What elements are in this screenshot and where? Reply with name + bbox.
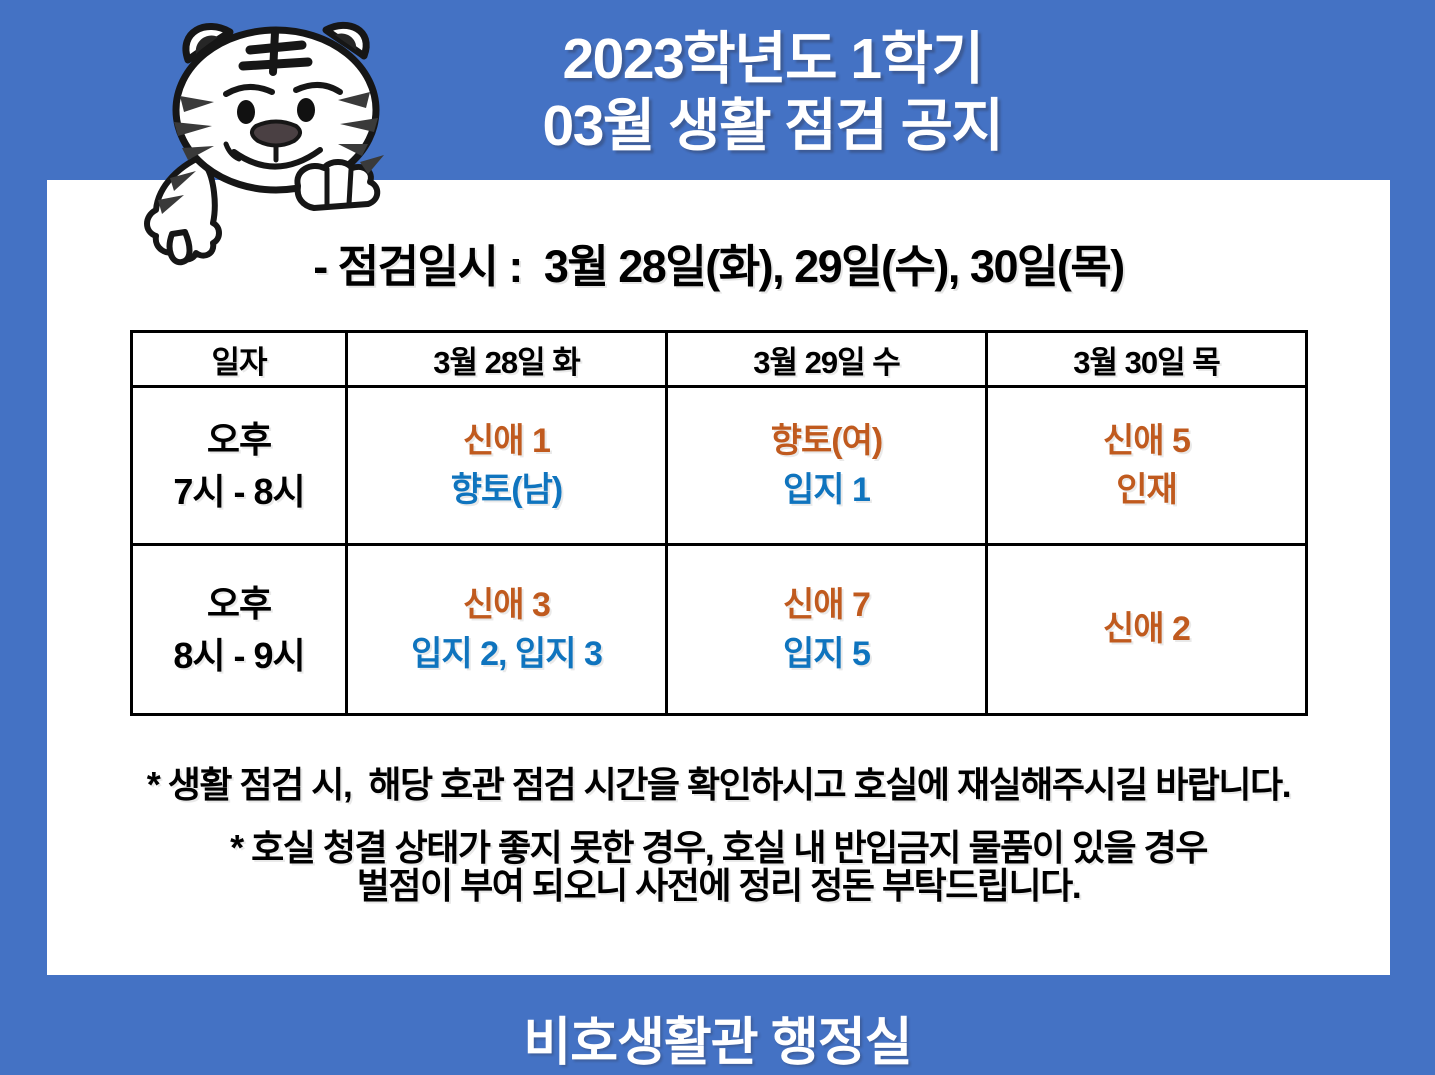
time-slot-line: 오후: [206, 583, 272, 625]
dorm-building-label: 신애 1: [463, 422, 551, 461]
dorm-building-label: 신애 7: [783, 586, 871, 625]
note-line: 벌점이 부여 되오니 사전에 정리 정돈 부탁드립니다.: [356, 865, 1082, 906]
dorm-building-label: 입지 1: [783, 470, 871, 509]
column-header: 3월 28일 화: [345, 330, 668, 388]
page-title: 2023학년도 1학기 03월 생활 점검 공지: [0, 26, 1435, 160]
dorm-building-label: 신애 5: [1103, 422, 1191, 461]
title-line-1: 2023학년도 1학기: [562, 27, 984, 91]
dorm-building-label: 신애 3: [463, 586, 551, 625]
dorm-building-label: 향토(남): [450, 470, 563, 509]
dorm-building-label: 입지 2, 입지 3: [411, 634, 603, 673]
column-header: 3월 30일 목: [985, 330, 1308, 388]
tiger-head: [172, 21, 380, 194]
column-header: 3월 29일 수: [665, 330, 988, 388]
content-card: - 점검일시 : 3월 28일(화), 29일(수), 30일(목) 일자 3월 …: [47, 180, 1390, 975]
schedule-cell: 신애 5 인재: [985, 385, 1308, 546]
tiger-left-paw: [144, 151, 222, 266]
column-header: 일자: [130, 330, 348, 388]
note-line: * 호실 청결 상태가 좋지 못한 경우, 호실 내 반입금지 물품이 있을 경…: [230, 827, 1208, 868]
schedule-cell: 신애 7 입지 5: [665, 543, 988, 716]
schedule-cell: 신애 2: [985, 543, 1308, 716]
title-line-2: 03월 생활 점검 공지: [542, 94, 1005, 158]
schedule-cell: 향토(여) 입지 1: [665, 385, 988, 546]
time-slot-line: 오후: [206, 419, 272, 461]
schedule-row: 오후 7시 - 8시 신애 1 향토(남) 향토(여) 입지 1 신애 5 인재: [130, 385, 1308, 546]
schedule-header-row: 일자 3월 28일 화 3월 29일 수 3월 30일 목: [130, 330, 1308, 388]
time-slot-line: 8시 - 9시: [173, 634, 305, 676]
dorm-building-label: 향토(여): [770, 422, 883, 461]
dorm-building-label: 신애 2: [1103, 610, 1191, 649]
note-line: * 생활 점검 시, 해당 호관 점검 시간을 확인하시고 호실에 재실해주시길…: [146, 764, 1292, 805]
inspection-schedule-table: 일자 3월 28일 화 3월 29일 수 3월 30일 목 오후 7시 - 8시 신애 1…: [130, 330, 1308, 716]
dorm-building-label: 인재: [1116, 470, 1178, 509]
time-slot-cell: 오후 7시 - 8시: [130, 385, 348, 546]
time-slot-line: 7시 - 8시: [173, 470, 305, 512]
footer-signature: 비호생활관 행정실: [523, 1014, 912, 1072]
time-slot-cell: 오후 8시 - 9시: [130, 543, 348, 716]
dorm-building-label: 입지 5: [783, 634, 871, 673]
schedule-cell: 신애 3 입지 2, 입지 3: [345, 543, 668, 716]
note-paragraph: * 생활 점검 시, 해당 호관 점검 시간을 확인하시고 호실에 재실해주시길…: [47, 766, 1390, 804]
schedule-cell: 신애 1 향토(남): [345, 385, 668, 546]
inspection-date-line: - 점검일시 : 3월 28일(화), 29일(수), 30일(목): [313, 241, 1125, 292]
tiger-right-paw: [294, 155, 384, 211]
tiger-mascot-illustration: [144, 21, 384, 266]
notes-section: * 생활 점검 시, 해당 호관 점검 시간을 확인하시고 호실에 재실해주시길…: [47, 766, 1390, 930]
schedule-row: 오후 8시 - 9시 신애 3 입지 2, 입지 3 신애 7 입지 5 신애 2: [130, 543, 1308, 716]
note-paragraph: * 호실 청결 상태가 좋지 못한 경우, 호실 내 반입금지 물품이 있을 경…: [47, 829, 1390, 905]
